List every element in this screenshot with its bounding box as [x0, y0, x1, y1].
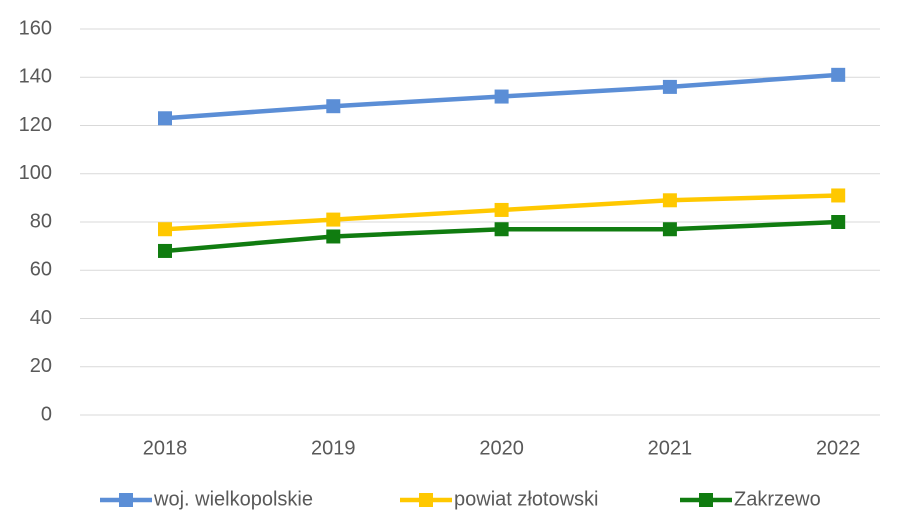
- data-marker: [831, 188, 846, 203]
- y-tick-label: 140: [19, 66, 52, 88]
- legend-label: woj. wielkopolskie: [153, 488, 313, 510]
- data-marker: [494, 202, 509, 217]
- y-tick-label: 100: [19, 162, 52, 184]
- data-marker: [494, 89, 509, 104]
- x-tick-label: 2021: [648, 437, 693, 459]
- y-tick-label: 40: [30, 307, 52, 329]
- y-tick-label: 60: [30, 259, 52, 281]
- x-tick-label: 2019: [311, 437, 356, 459]
- y-tick-label: 120: [19, 114, 52, 136]
- y-tick-label: 80: [30, 210, 52, 232]
- legend-marker: [419, 493, 433, 507]
- data-marker: [326, 99, 341, 114]
- x-tick-label: 2020: [479, 437, 524, 459]
- legend-marker: [119, 493, 133, 507]
- data-marker: [662, 222, 677, 237]
- x-tick-label: 2022: [816, 437, 861, 459]
- y-tick-label: 0: [41, 403, 52, 425]
- legend-label: Zakrzewo: [734, 488, 821, 510]
- data-marker: [158, 222, 172, 237]
- data-marker: [831, 67, 846, 82]
- data-marker: [158, 243, 172, 258]
- data-marker: [158, 111, 172, 126]
- y-tick-label: 20: [30, 355, 52, 377]
- data-marker: [326, 229, 341, 244]
- data-marker: [326, 212, 341, 227]
- y-tick-label: 160: [19, 17, 52, 39]
- data-marker: [662, 193, 677, 208]
- x-tick-label: 2018: [143, 437, 188, 459]
- data-marker: [831, 215, 846, 229]
- data-marker: [662, 79, 677, 94]
- legend-marker: [699, 493, 713, 507]
- legend-label: powiat złotowski: [454, 488, 599, 510]
- data-marker: [494, 222, 509, 237]
